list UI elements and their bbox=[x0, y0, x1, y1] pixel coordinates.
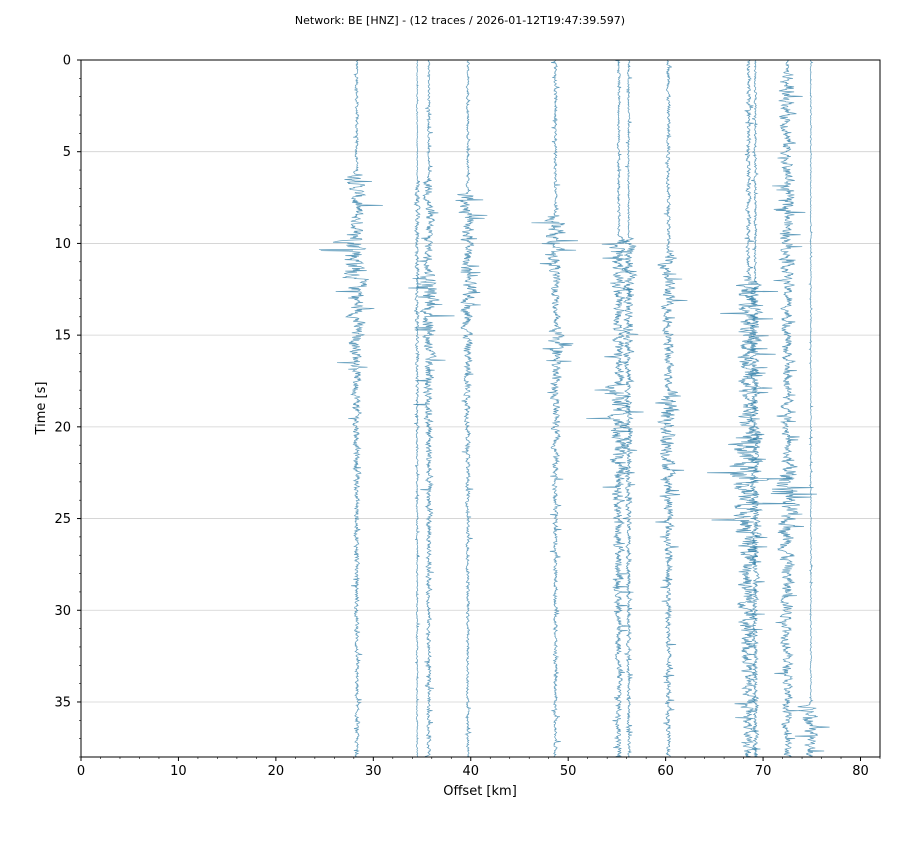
y-axis-label: Time [s] bbox=[34, 382, 49, 436]
seismic-trace-2 bbox=[413, 59, 422, 758]
y-tick-label-4: 20 bbox=[54, 420, 71, 435]
seismic-trace-1 bbox=[318, 59, 383, 758]
seismic-trace-11 bbox=[770, 59, 817, 758]
y-axis: 0 5 10 15 20 25 30 35 bbox=[54, 54, 81, 758]
y-tick-label-0: 0 bbox=[63, 54, 71, 69]
seismic-trace-7 bbox=[610, 59, 639, 758]
chart-title: Network: BE [HNZ] - (12 traces / 2026-01… bbox=[295, 14, 625, 27]
x-axis: 0 10 20 30 40 50 60 70 80 bbox=[77, 757, 881, 779]
grid-lines bbox=[81, 151, 880, 703]
x-tick-label-3: 30 bbox=[365, 764, 382, 779]
x-tick-label-1: 10 bbox=[170, 764, 187, 779]
y-tick-label-2: 10 bbox=[54, 237, 71, 252]
seismic-trace-4 bbox=[455, 59, 488, 758]
x-tick-label-8: 80 bbox=[852, 764, 869, 779]
x-tick-label-4: 40 bbox=[462, 764, 479, 779]
y-tick-label-5: 25 bbox=[54, 512, 71, 527]
x-tick-label-2: 20 bbox=[268, 764, 285, 779]
seismic-traces bbox=[318, 59, 830, 758]
x-tick-label-6: 60 bbox=[657, 764, 674, 779]
x-axis-label: Offset [km] bbox=[443, 784, 517, 799]
y-tick-label-1: 5 bbox=[63, 145, 71, 160]
plot-frame bbox=[80, 59, 881, 758]
seismic-trace-12 bbox=[794, 59, 830, 758]
seismic-trace-3 bbox=[408, 59, 455, 758]
seismic-trace-6 bbox=[586, 59, 644, 758]
x-tick-label-0: 0 bbox=[77, 764, 85, 779]
x-tick-label-7: 70 bbox=[755, 764, 772, 779]
y-tick-label-6: 30 bbox=[54, 604, 71, 619]
seismic-trace-9 bbox=[707, 59, 796, 758]
y-tick-label-7: 35 bbox=[54, 695, 71, 710]
seismic-trace-10 bbox=[745, 59, 776, 758]
x-tick-label-5: 50 bbox=[560, 764, 577, 779]
seismic-trace-5 bbox=[531, 59, 578, 758]
seismic-trace-8 bbox=[655, 59, 688, 758]
y-tick-label-3: 15 bbox=[54, 329, 71, 344]
